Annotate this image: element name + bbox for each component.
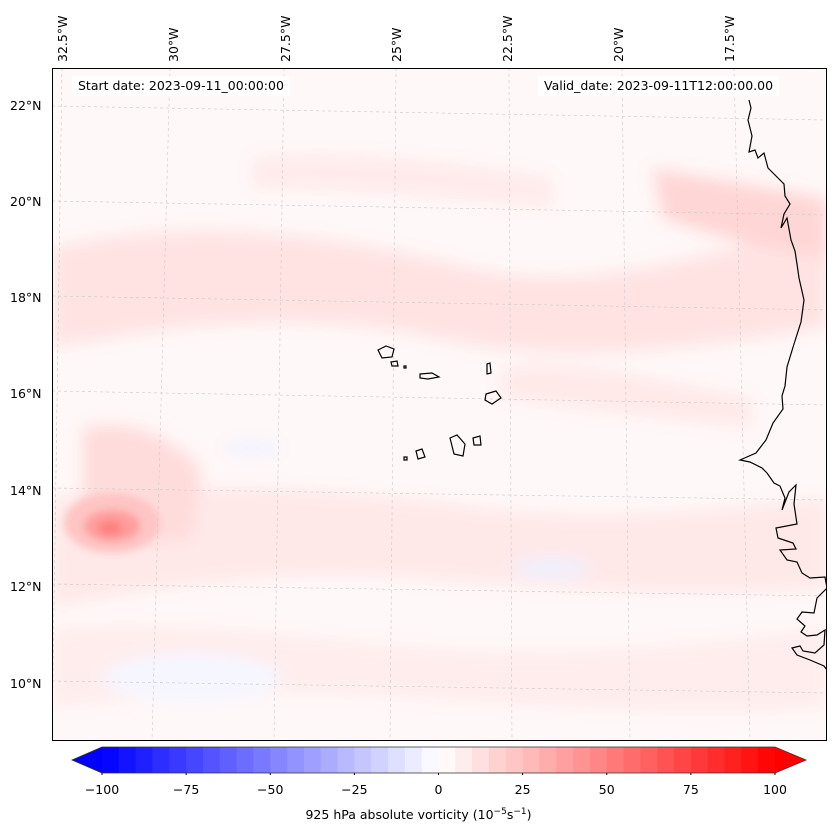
lon-label-22-5w: 22.5°W — [500, 15, 515, 62]
colorbar-segment — [707, 747, 726, 773]
colorbar-max-extension — [775, 747, 806, 773]
colorbar-segment — [102, 747, 120, 773]
colorbar-segment — [320, 747, 339, 773]
colorbar-segment — [186, 747, 204, 773]
colorbar-segment — [236, 747, 255, 773]
colorbar-segment — [169, 747, 187, 773]
lon-label-25w: 25°W — [389, 27, 404, 62]
colorbar-segment — [371, 747, 389, 773]
colorbar-tick-label: 25 — [514, 782, 531, 797]
graticule — [52, 68, 827, 741]
colorbar-segment — [303, 747, 322, 773]
vorticity-shading — [52, 68, 827, 741]
colorbar-segment — [404, 747, 423, 773]
lon-label-20w: 20°W — [611, 27, 626, 62]
colorbar-segment — [388, 747, 406, 773]
lon-label-32-5w: 32.5°W — [55, 15, 70, 62]
colorbar-segment — [421, 747, 440, 773]
colorbar-segments — [72, 747, 806, 773]
colorbar-segment — [270, 747, 288, 773]
colorbar-tick-label: 75 — [682, 782, 699, 797]
lat-label-22n: 22°N — [10, 98, 42, 113]
lat-label-20n: 20°N — [10, 194, 42, 209]
colorbar-segment — [657, 747, 675, 773]
colorbar-segment — [438, 747, 456, 773]
lat-label-18n: 18°N — [10, 290, 42, 305]
lat-label-12n: 12°N — [10, 579, 42, 594]
colorbar-segment — [640, 747, 658, 773]
colorbar-label: 925 hPa absolute vorticity (10−5s−1) — [305, 807, 532, 823]
colorbar-segment — [556, 747, 574, 773]
colorbar-segment — [287, 747, 305, 773]
vorticity-map-panel — [52, 68, 827, 741]
colorbar-segment — [354, 747, 372, 773]
west-africa-coastline — [738, 99, 827, 671]
colorbar-tickmarks — [101, 773, 776, 775]
colorbar-segment — [573, 747, 591, 773]
colorbar-segment — [135, 747, 154, 773]
colorbar-segment — [606, 747, 625, 773]
valid-date-label: Valid_date: 2023-09-11T12:00:00.00 — [538, 76, 780, 96]
colorbar-tick-label: 100 — [763, 782, 787, 797]
colorbar-segment — [118, 747, 137, 773]
colorbar-tick-label: −75 — [172, 782, 200, 797]
colorbar-segment — [724, 747, 742, 773]
colorbar-segment — [505, 747, 524, 773]
colorbar-segment — [758, 747, 776, 773]
colorbar-tick-label: −100 — [84, 782, 120, 797]
colorbar-segment — [589, 747, 608, 773]
colorbar-segment — [539, 747, 557, 773]
colorbar-tick-label: 0 — [434, 782, 443, 797]
colorbar-segment — [219, 747, 238, 773]
colorbar-segment — [741, 747, 759, 773]
lat-label-14n: 14°N — [10, 483, 42, 498]
lon-label-30w: 30°W — [166, 27, 181, 62]
colorbar-min-extension — [72, 747, 102, 773]
lat-label-16n: 16°N — [10, 386, 42, 401]
colorbar-segment — [690, 747, 709, 773]
colorbar-segment — [253, 747, 271, 773]
colorbar-segment — [455, 747, 473, 773]
colorbar-segment — [623, 747, 641, 773]
start-date-label: Start date: 2023-09-11_00:00:00 — [72, 76, 290, 96]
vorticity-maximum — [64, 493, 160, 553]
colorbar-segment — [202, 747, 221, 773]
colorbar-segment — [488, 747, 507, 773]
colorbar-segment — [472, 747, 490, 773]
colorbar-tick-label: −50 — [257, 782, 284, 797]
colorbar-segment — [674, 747, 692, 773]
colorbar — [70, 746, 808, 775]
colorbar-tick-label: 50 — [598, 782, 615, 797]
colorbar-tick-label: −25 — [341, 782, 368, 797]
colorbar-segment — [522, 747, 541, 773]
cape-verde-islands — [377, 345, 502, 461]
lat-label-10n: 10°N — [10, 676, 42, 691]
colorbar-segment — [152, 747, 170, 773]
vorticity-field — [52, 68, 827, 741]
lon-label-27-5w: 27.5°W — [278, 15, 293, 62]
lon-label-17-5w: 17.5°W — [722, 15, 737, 62]
colorbar-segment — [337, 747, 355, 773]
